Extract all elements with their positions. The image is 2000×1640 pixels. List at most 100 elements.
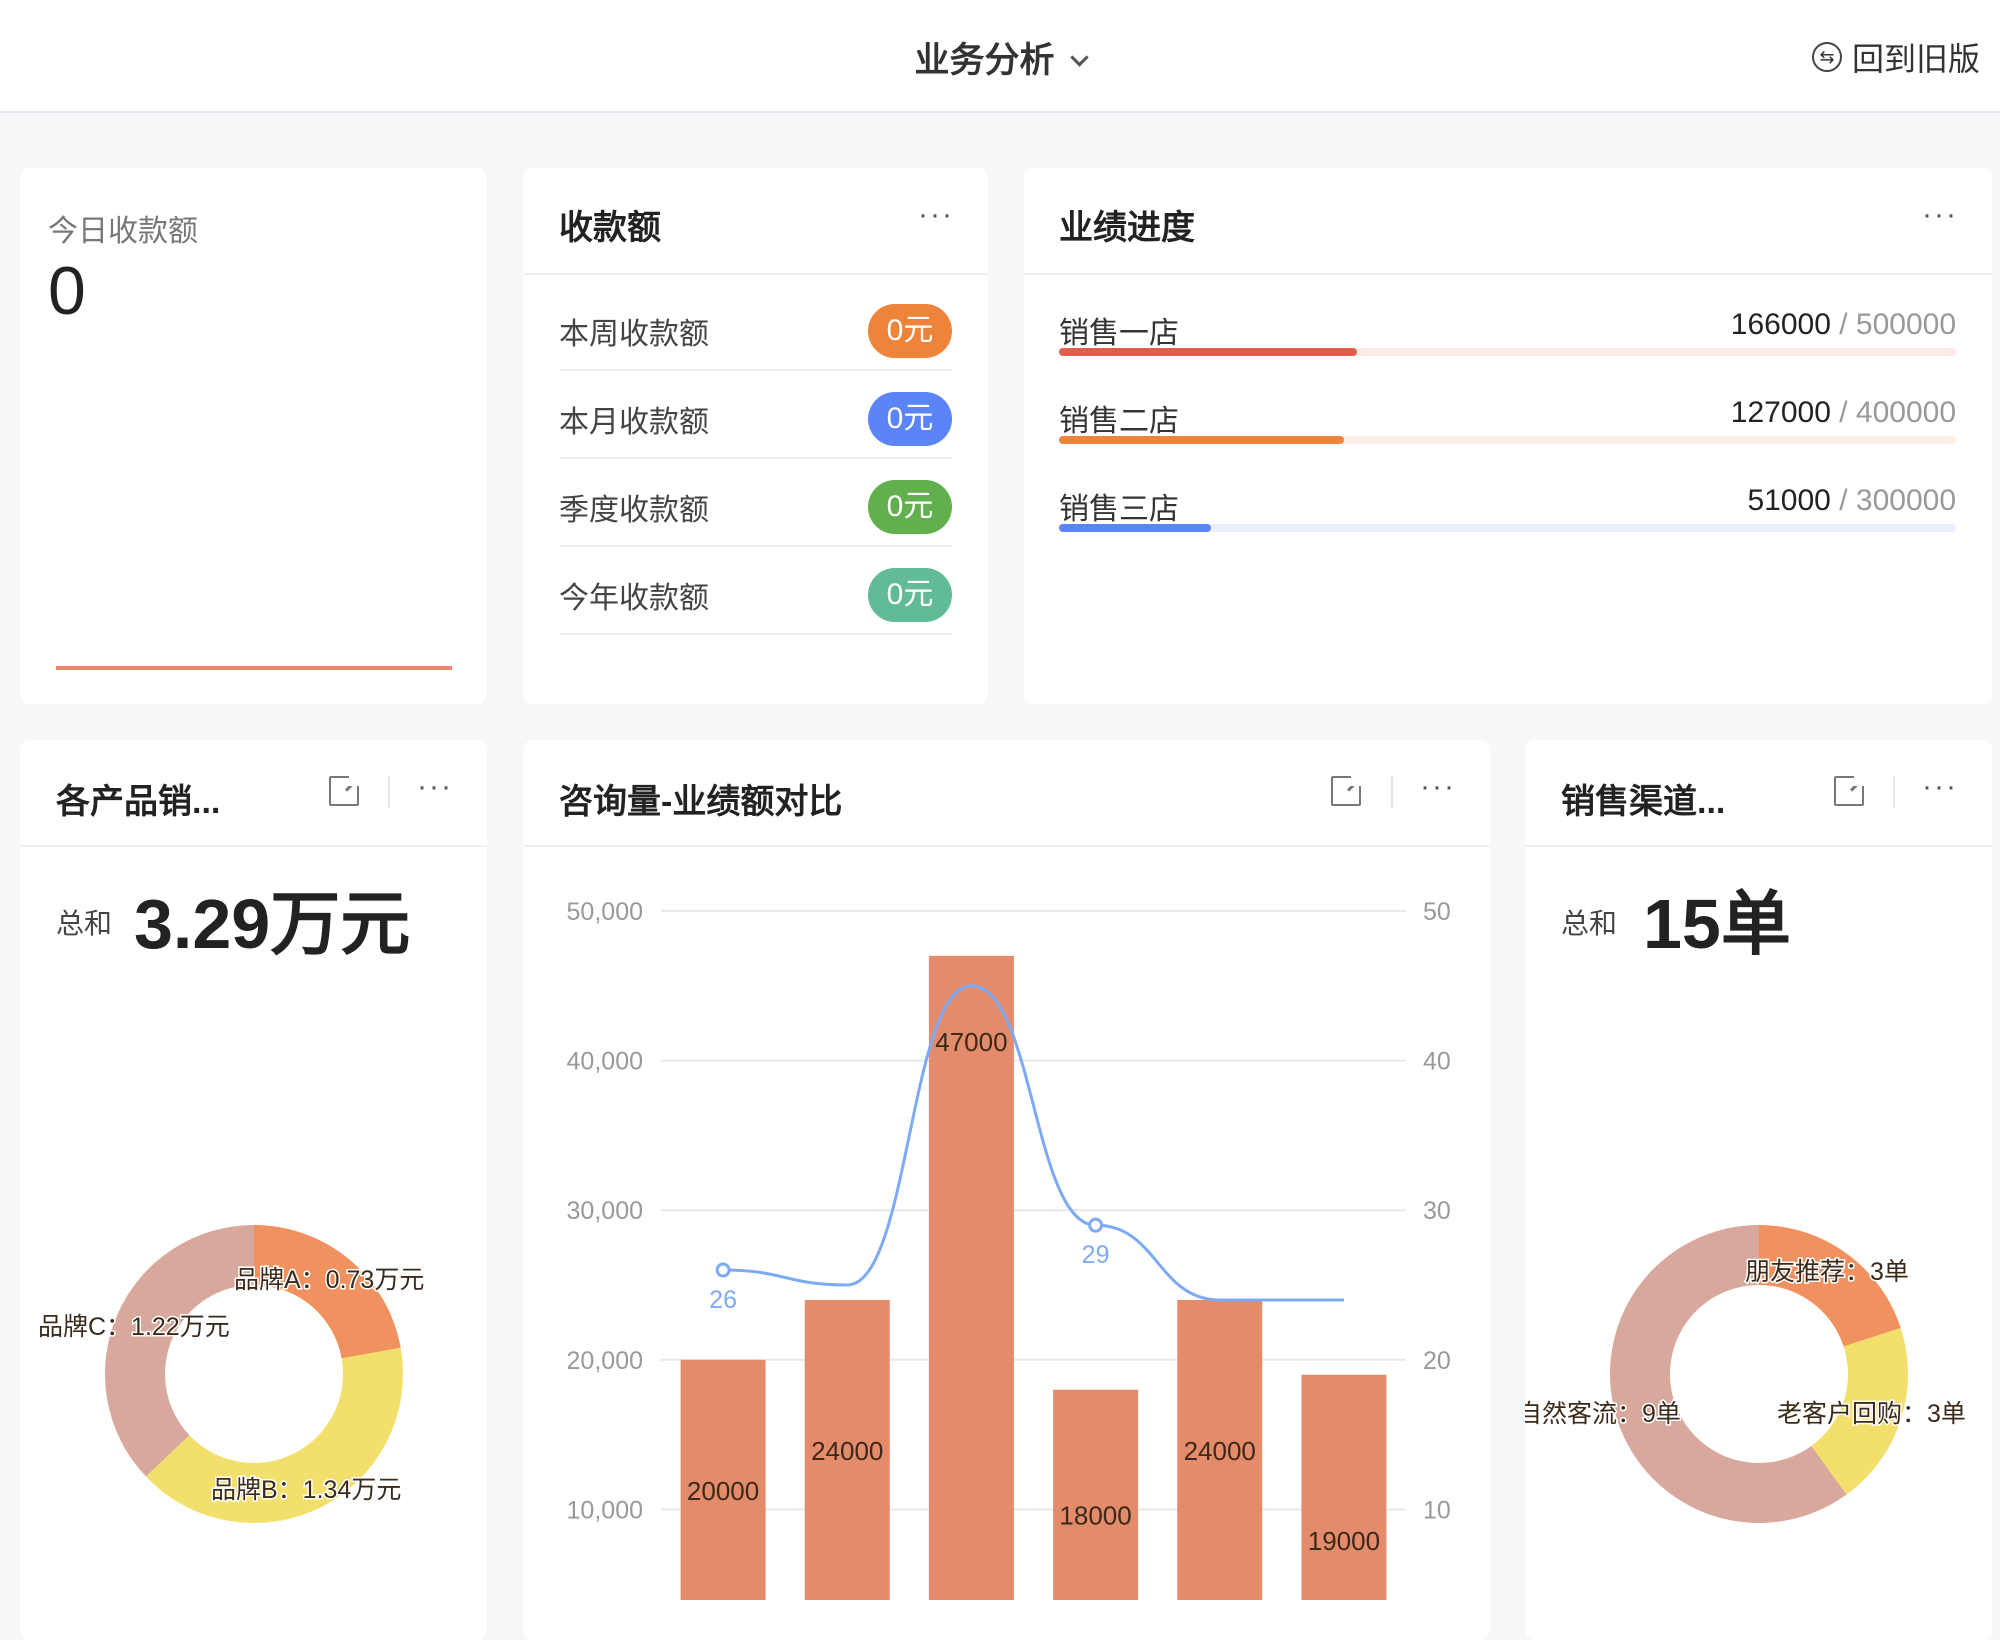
more-icon[interactable]: ···	[918, 198, 954, 231]
store-value: 166000 / 500000	[1731, 308, 1956, 342]
current-value: 51000	[1747, 484, 1831, 517]
store-name: 销售三店	[1059, 493, 1179, 526]
progress-fill	[1059, 436, 1344, 444]
line-point	[715, 1262, 731, 1278]
current-value: 127000	[1730, 396, 1831, 429]
today-receipt-card: 今日收款额 0	[20, 168, 487, 704]
bar-value-label: 24000	[1184, 1436, 1256, 1466]
target-value: 500000	[1855, 308, 1956, 341]
divider	[388, 776, 390, 808]
line-series	[723, 984, 1344, 1302]
bar-value-label: 47000	[935, 1027, 1007, 1057]
slice-label: 品牌C：1.22万元	[38, 1313, 230, 1341]
slice-label: 品牌A：0.73万元	[234, 1266, 424, 1294]
donut-slice	[1610, 1225, 1847, 1523]
line-value-label: 29	[1082, 1241, 1110, 1269]
store-value: 127000 / 400000	[1731, 396, 1956, 430]
left-axis-tick: 10,000	[567, 1496, 643, 1524]
trend-line	[56, 666, 452, 670]
target-value: 400000	[1855, 396, 1956, 429]
more-icon[interactable]: ···	[1922, 770, 1958, 803]
progress-track	[1059, 348, 1956, 356]
open-external-icon[interactable]	[1834, 774, 1866, 806]
bar	[1301, 1374, 1387, 1600]
progress-track	[1059, 524, 1956, 532]
progress-fill	[1059, 348, 1357, 356]
combo-chart: 10,000 10 20,000 20 30,000 30 40,000 40 50,000 50…	[567, 898, 1451, 1600]
store-progress: 销售二店 127000 / 400000	[1059, 396, 1956, 476]
donut-slice	[1759, 1225, 1901, 1347]
receipt-label: 本月收款额	[559, 406, 709, 439]
target-separator: /	[1830, 308, 1856, 341]
bar-value-label: 18000	[1059, 1501, 1131, 1531]
bar-value-label: 24000	[811, 1436, 883, 1466]
donut-slice	[105, 1225, 255, 1477]
store-progress: 销售一店 166000 / 500000	[1059, 308, 1956, 388]
receipt-label: 今年收款额	[559, 582, 709, 615]
right-axis-tick: 20	[1423, 1347, 1451, 1375]
bar-value-label: 20000	[687, 1476, 759, 1506]
left-axis-tick: 40,000	[567, 1048, 643, 1076]
card-title: 咨询量-业绩额对比	[559, 783, 843, 821]
progress-track	[1059, 436, 1956, 444]
target-separator: /	[1830, 484, 1856, 517]
today-value: 0	[48, 253, 86, 329]
left-axis-tick: 20,000	[567, 1347, 643, 1375]
slice-label: 朋友推荐：3单	[1745, 1258, 1909, 1286]
open-external-icon[interactable]	[1331, 774, 1363, 806]
card-label: 今日收款额	[48, 215, 198, 248]
bar	[680, 1359, 766, 1600]
line-point	[1088, 1217, 1104, 1233]
slice-label: 品牌B：1.34万元	[211, 1476, 401, 1504]
top-header: 业务分析 ⇆ 回到旧版	[0, 0, 2000, 113]
receipt-badge: 0元	[868, 480, 952, 534]
divider	[1391, 776, 1393, 808]
right-axis-tick: 30	[1423, 1197, 1451, 1225]
back-label: 回到旧版	[1851, 41, 1980, 77]
receipt-label: 本周收款额	[559, 318, 709, 351]
sum-value: 15单	[1643, 885, 1791, 963]
open-external-icon[interactable]	[329, 774, 361, 806]
inquiry-performance-card: 咨询量-业绩额对比 ··· 10,000 10 20,000 20 30,000 30 40…	[523, 740, 1490, 1640]
receipt-badge: 0元	[868, 568, 952, 622]
store-name: 销售二店	[1059, 405, 1179, 438]
slice-label: 老客户回购：3单	[1777, 1400, 1966, 1428]
donut-slice	[145, 1347, 403, 1523]
card-title: 业绩进度	[1059, 209, 1195, 247]
card-header: 收款额 ···	[523, 168, 988, 275]
card-header: 各产品销... ···	[20, 740, 487, 847]
store-value: 51000 / 300000	[1747, 484, 1956, 518]
sum-label: 总和	[1561, 908, 1618, 939]
sales-channel-card: 销售渠道... ··· 总和 15单 朋友推荐：3单 老客户回购：3单 自然客流：9…	[1525, 740, 1992, 1640]
dashboard-selector[interactable]: 业务分析	[0, 32, 2000, 83]
receipt-row: 本月收款额 0元	[559, 371, 952, 459]
bar-value-label: 19000	[1308, 1526, 1380, 1556]
more-icon[interactable]: ···	[1922, 198, 1958, 231]
more-icon[interactable]: ···	[417, 770, 453, 803]
donut-slice	[254, 1225, 401, 1359]
performance-progress-card: 业绩进度 ··· 销售一店 166000 / 500000 销售二店 127000 /…	[1024, 168, 1992, 704]
right-axis-tick: 10	[1423, 1496, 1451, 1524]
left-axis-tick: 50,000	[567, 898, 643, 926]
current-value: 166000	[1730, 308, 1831, 341]
receipt-badge: 0元	[868, 392, 952, 446]
back-to-old-version-button[interactable]: ⇆ 回到旧版	[1811, 34, 1980, 80]
donut-slice	[1811, 1327, 1908, 1495]
receipt-row: 本周收款额 0元	[559, 283, 952, 371]
target-value: 300000	[1855, 484, 1956, 517]
card-title: 销售渠道...	[1561, 783, 1726, 821]
bar	[1053, 1389, 1139, 1600]
receipt-label: 季度收款额	[559, 494, 709, 527]
store-name: 销售一店	[1059, 317, 1179, 350]
receipt-badge: 0元	[868, 304, 952, 358]
right-axis-tick: 40	[1423, 1048, 1451, 1076]
store-progress: 销售三店 51000 / 300000	[1059, 484, 1956, 564]
dashboard-title: 业务分析	[914, 41, 1055, 80]
card-header: 业绩进度 ···	[1024, 168, 1992, 275]
divider	[1893, 776, 1895, 808]
switch-circle-icon: ⇆	[1811, 42, 1842, 72]
receipts-card: 收款额 ··· 本周收款额 0元 本月收款额 0元 季度收款额 0元 今年收款额 0元	[523, 168, 988, 704]
more-icon[interactable]: ···	[1420, 770, 1456, 803]
